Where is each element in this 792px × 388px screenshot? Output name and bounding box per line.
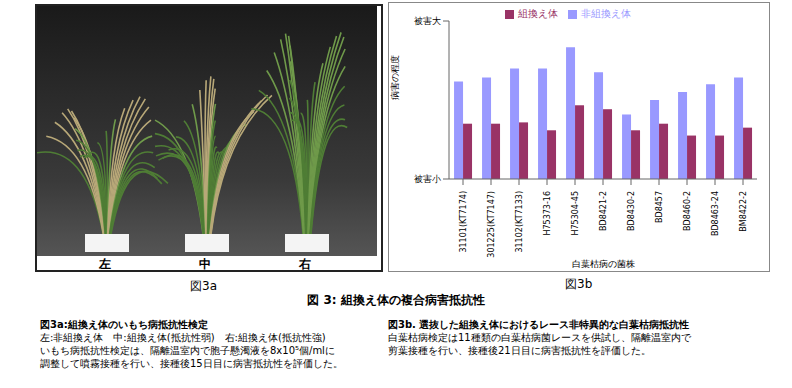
html-text:組換え体: 組換え体 [518, 8, 558, 19]
html-text:調整して噴霧接種を行い、接種後15日目に病害抵抗性を評価した: 調整して噴霧接種を行い、接種後15日目に病害抵抗性を評価した。 [40, 358, 343, 369]
html-text:中: 中 [199, 257, 211, 271]
html-text:図3b. 選抜した組換え体におけるレース非特異的な白葉枯病抵: 図3b. 選抜した組換え体におけるレース非特異的な白葉枯病抵抗性 [388, 319, 690, 330]
html-text:白葉枯病検定は11種類の白葉枯病菌レースを供試し、隔離温室内: 白葉枯病検定は11種類の白葉枯病菌レースを供試し、隔離温室内で [388, 332, 691, 343]
svg-text:H75373-16: H75373-16 [543, 191, 552, 236]
svg-text:被害大: 被害大 [414, 16, 441, 26]
svg-text:BD8421-2: BD8421-2 [599, 191, 608, 231]
html-text:図3b: 図3b [565, 277, 593, 291]
svg-text:BD8430-2: BD8430-2 [627, 191, 636, 231]
html-text:いもち病抵抗性検定は、隔離温室内で胞子懸濁液を8x10⁵個/: いもち病抵抗性検定は、隔離温室内で胞子懸濁液を8x10⁵個/mlに [40, 345, 335, 356]
html-text:右: 右 [299, 257, 311, 271]
svg-text:H75304-45: H75304-45 [571, 191, 580, 236]
html-text:左:非組換え体 中:組換え体(抵抗性弱) 右:組換え体(抵抗: 左:非組換え体 中:組換え体(抵抗性弱) 右:組換え体(抵抗性強) [40, 332, 326, 343]
svg-text:白葉枯病の菌株: 白葉枯病の菌株 [572, 259, 635, 269]
svg-text:BD8457: BD8457 [655, 191, 664, 223]
svg-text:BD8460-2: BD8460-2 [683, 191, 692, 231]
svg-text:病害の程度: 病害の程度 [390, 55, 400, 100]
html-text:左: 左 [99, 257, 111, 271]
svg-text:BM8422-2: BM8422-2 [739, 191, 748, 232]
svg-text:被害小: 被害小 [414, 174, 441, 184]
svg-text:31102(KT7133): 31102(KT7133) [515, 191, 524, 253]
html-text:図3a:組換え体のいもち病抵抗性検定: 図3a:組換え体のいもち病抵抗性検定 [40, 319, 208, 330]
html-text:剪葉接種を行い、接種後21日目に病害抵抗性を評価した。: 剪葉接種を行い、接種後21日目に病害抵抗性を評価した。 [388, 345, 651, 356]
html-text:非組換え体: 非組換え体 [581, 8, 631, 19]
svg-text:BD8463-24: BD8463-24 [711, 191, 720, 236]
html-text:図 3: 組換え体の複合病害抵抗性: 図 3: 組換え体の複合病害抵抗性 [307, 293, 485, 307]
html-text:図3a: 図3a [190, 279, 217, 293]
svg-text:31101(KT7174): 31101(KT7174) [459, 191, 468, 253]
svg-text:301225(KT7147): 301225(KT7147) [487, 191, 496, 258]
